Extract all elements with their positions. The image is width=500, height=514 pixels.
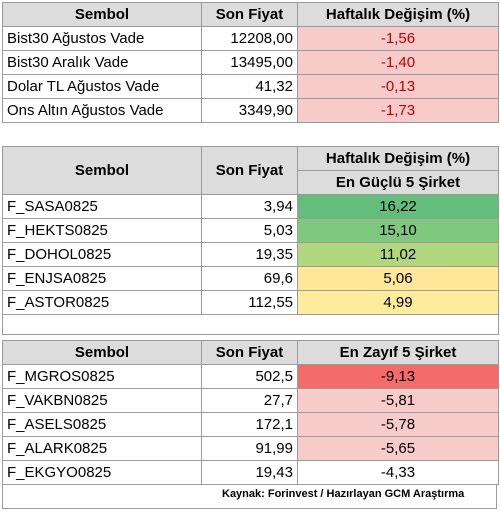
price-cell: 3,94 (201, 194, 298, 219)
table-row: Bist30 Ağustos Vade 12208,00 -1,56 (2, 26, 499, 51)
col-header-symbol: Sembol (2, 146, 202, 195)
table-header-row: Sembol Son Fiyat En Zayıf 5 Şirket (2, 340, 499, 365)
change-cell: 5,06 (297, 266, 499, 291)
col-header-symbol: Sembol (2, 340, 202, 365)
price-cell: 19,43 (201, 460, 298, 485)
change-cell: -0,13 (297, 74, 499, 99)
symbol-cell: Ons Altın Ağustos Vade (2, 98, 202, 123)
price-cell: 27,7 (201, 388, 298, 413)
table-row: F_ALARK0825 91,99 -5,65 (2, 436, 499, 461)
symbol-cell: F_VAKBN0825 (2, 388, 202, 413)
price-cell: 69,6 (201, 266, 298, 291)
col-header-weakest: En Zayıf 5 Şirket (297, 340, 499, 365)
table-row: Bist30 Aralık Vade 13495,00 -1,40 (2, 50, 499, 75)
price-cell: 91,99 (201, 436, 298, 461)
price-cell: 502,5 (201, 364, 298, 389)
col-subheader-strongest: En Güçlü 5 Şirket (297, 170, 499, 195)
strongest-companies-table: Sembol Son Fiyat Haftalık Değişim (%) En… (2, 146, 499, 335)
table-header-row: Sembol Son Fiyat Haftalık Değişim (%) (2, 2, 499, 27)
change-cell: 11,02 (297, 242, 499, 267)
table-row: F_VAKBN0825 27,7 -5,81 (2, 388, 499, 413)
price-cell: 5,03 (201, 218, 298, 243)
table-row: Dolar TL Ağustos Vade 41,32 -0,13 (2, 74, 499, 99)
table-row: Ons Altın Ağustos Vade 3349,90 -1,73 (2, 98, 499, 123)
spacer-row (2, 314, 499, 335)
table-row: F_ASTOR0825 112,55 4,99 (2, 290, 499, 315)
change-cell: -5,81 (297, 388, 499, 413)
change-cell: -5,65 (297, 436, 499, 461)
col-header-weekly-change: Haftalık Değişim (%) (297, 2, 499, 27)
source-note: Kaynak: Forinvest / Hazırlayan GCM Araşt… (222, 488, 465, 500)
symbol-cell: F_SASA0825 (2, 194, 202, 219)
price-cell: 12208,00 (201, 26, 298, 51)
symbol-cell: F_ASELS0825 (2, 412, 202, 437)
price-cell: 41,32 (201, 74, 298, 99)
price-cell: 3349,90 (201, 98, 298, 123)
change-cell: -4,33 (297, 460, 499, 485)
table-row: F_SASA0825 3,94 16,22 (2, 194, 499, 219)
spacer-cell (2, 314, 499, 335)
table-row: F_EKGYO0825 19,43 -4,33 (2, 460, 499, 485)
col-header-symbol: Sembol (2, 2, 202, 27)
price-cell: 112,55 (201, 290, 298, 315)
change-cell: 4,99 (297, 290, 499, 315)
table-row: F_ASELS0825 172,1 -5,78 (2, 412, 499, 437)
change-cell: 15,10 (297, 218, 499, 243)
symbol-cell: F_ASTOR0825 (2, 290, 202, 315)
change-cell: -1,56 (297, 26, 499, 51)
table-row: F_DOHOL0825 19,35 11,02 (2, 242, 499, 267)
change-cell: -9,13 (297, 364, 499, 389)
symbol-cell: F_HEKTS0825 (2, 218, 202, 243)
col-header-price: Son Fiyat (201, 146, 298, 195)
table-row: F_ENJSA0825 69,6 5,06 (2, 266, 499, 291)
change-cell: -1,73 (297, 98, 499, 123)
col-header-weekly-change: Haftalık Değişim (%) (297, 146, 499, 171)
symbol-cell: Bist30 Aralık Vade (2, 50, 202, 75)
table-subheader-row: En Güçlü 5 Şirket (3, 170, 499, 195)
symbol-cell: F_DOHOL0825 (2, 242, 202, 267)
source-footer-box (2, 484, 497, 509)
table-row: F_HEKTS0825 5,03 15,10 (2, 218, 499, 243)
table-header-row: Sembol Son Fiyat Haftalık Değişim (%) (2, 146, 499, 195)
price-cell: 172,1 (201, 412, 298, 437)
col-header-price: Son Fiyat (201, 340, 298, 365)
change-cell: 16,22 (297, 194, 499, 219)
change-cell: -5,78 (297, 412, 499, 437)
futures-summary-table: Sembol Son Fiyat Haftalık Değişim (%) Bi… (2, 2, 499, 123)
symbol-cell: F_ALARK0825 (2, 436, 202, 461)
change-cell: -1,40 (297, 50, 499, 75)
price-cell: 13495,00 (201, 50, 298, 75)
symbol-cell: Bist30 Ağustos Vade (2, 26, 202, 51)
price-cell: 19,35 (201, 242, 298, 267)
symbol-cell: F_EKGYO0825 (2, 460, 202, 485)
symbol-cell: Dolar TL Ağustos Vade (2, 74, 202, 99)
symbol-cell: F_ENJSA0825 (2, 266, 202, 291)
table-row: F_MGROS0825 502,5 -9,13 (2, 364, 499, 389)
weakest-companies-table: Sembol Son Fiyat En Zayıf 5 Şirket F_MGR… (2, 340, 499, 485)
symbol-cell: F_MGROS0825 (2, 364, 202, 389)
col-header-price: Son Fiyat (201, 2, 298, 27)
